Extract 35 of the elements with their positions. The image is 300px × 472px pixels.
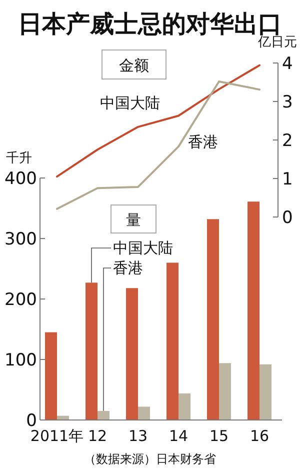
bar [166,262,178,420]
bar [138,406,150,420]
series-label: 中国大陆 [113,239,173,257]
bar [126,288,138,420]
y-axis-title: 亿日元 [257,35,297,50]
bar [219,363,231,420]
y-axis-title: 千升 [6,151,32,166]
x-tick-label: 15 [209,427,229,445]
y-tick-label: 1 [282,170,293,190]
x-tick-label: 12 [88,427,108,445]
bar [207,219,219,420]
text: 香港 [113,259,143,277]
y-tick-label: 3 [282,92,293,112]
bar [260,364,272,420]
y-tick-label: 4 [282,54,293,74]
y-tick-label: 100 [4,350,37,370]
series-label: 香港 [188,133,218,151]
text: 量 [126,211,141,229]
chart-subtitle: 金额 [119,56,149,74]
bar [178,393,190,420]
line-series [56,80,260,210]
bar [45,332,57,420]
x-tick-label: 16 [250,427,270,445]
y-tick-label: 400 [4,169,37,189]
text: （数据来源）日本财务省 [84,452,216,466]
y-tick-label: 300 [4,230,37,250]
x-tick-label: 14 [168,427,188,445]
bar [98,410,110,420]
x-tick-label: 13 [128,427,148,445]
y-tick-label: 2 [282,131,293,151]
y-tick-label: 0 [282,208,293,228]
bar [248,202,260,420]
series-label: 中国大陆 [100,94,160,112]
y-tick-label: 200 [4,290,37,310]
bar [86,282,98,420]
